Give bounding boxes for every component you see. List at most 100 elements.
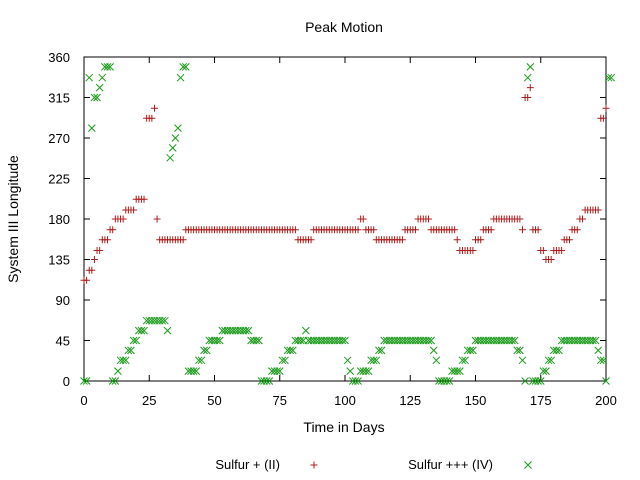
cross-point [341,336,349,345]
y-tick-label: 270 [48,131,70,146]
cross-point [114,367,122,375]
cross-point [338,336,347,345]
x-axis-label: Time in Days [303,419,384,435]
x-tick-label: 100 [334,393,356,408]
cross-point [364,367,373,375]
plus-point [594,206,602,214]
cross-point [429,346,438,355]
cross-point [124,346,133,355]
cross-point [255,336,263,345]
plus-point [109,226,117,234]
plus-point [307,236,315,244]
plus-point [453,236,461,244]
cross-point [604,73,613,82]
cross-point [262,377,271,385]
cross-point [108,377,117,385]
cross-point [168,144,177,152]
x-tick-label: 75 [273,393,287,408]
cross-point [523,73,532,82]
plus-point [150,104,158,112]
cross-point [103,63,112,71]
axis-ticks: 0 25 50 75 100 125 150 175 200 0 45 90 135 180 225 270 3… [48,50,617,408]
cross-point [591,336,600,345]
plus-point [130,206,138,214]
cross-point [288,346,297,355]
y-tick-label: 135 [48,253,70,268]
plus-point [579,215,587,223]
cross-point [547,356,556,365]
cross-point [121,356,130,365]
cross-point [469,346,477,355]
plus-point [526,84,534,92]
cross-point [194,356,203,365]
legend-marker-cross [524,461,532,469]
cross-point [301,326,310,335]
cross-point [281,356,289,365]
cross-point [466,346,475,355]
plus-point [153,215,161,223]
cross-point [140,326,148,335]
cross-point [432,356,441,365]
cross-point [119,356,128,365]
cross-point [594,346,603,355]
cross-point [200,346,208,355]
cross-point [241,326,250,335]
cross-point [513,346,522,355]
plus-point [148,114,156,122]
x-tick-label: 175 [530,393,552,408]
cross-point [189,367,198,375]
cross-point [85,73,94,82]
cross-point [453,367,462,375]
cross-point [127,346,135,355]
cross-point [132,336,141,345]
cross-point [542,367,550,375]
cross-point [80,377,88,385]
cross-point [552,346,561,355]
y-axis-label: System III Longitude [5,155,21,283]
data-marks [80,63,616,385]
cross-point [296,336,305,345]
cross-point [602,377,610,385]
cross-point [82,377,91,385]
plus-point [291,226,299,234]
cross-point [516,346,524,355]
cross-point [521,377,529,385]
y-tick-label: 90 [56,293,70,308]
legend-plus-symbol [310,461,318,469]
plus-point [558,247,566,254]
cross-point [181,63,190,71]
cross-point [518,356,527,365]
cross-point [369,356,378,365]
plus-point [90,256,98,263]
plus-point [370,226,378,234]
cross-point [362,367,370,375]
cross-point [275,367,284,375]
plus-point [83,276,91,284]
cross-point [286,346,295,355]
cross-point [215,336,224,345]
cross-point [87,124,96,132]
cross-point [427,336,435,345]
cross-point [192,367,201,375]
plus-point [487,226,495,234]
legend-label-series-2: Sulfur +++ (IV) [408,457,493,472]
cross-point [424,336,433,345]
cross-point [455,367,464,375]
plus-point [359,215,367,223]
cross-point [607,73,616,82]
x-tick-label: 125 [399,393,421,408]
y-tick-label: 360 [48,50,70,65]
cross-point [536,377,545,385]
cross-point [510,336,519,345]
series-2 [80,63,616,385]
plus-point [469,247,477,254]
series-1 [80,84,610,284]
chart-title: Peak Motion [305,19,383,35]
cross-point [346,367,355,375]
plus-point [539,247,547,254]
cross-point [343,356,352,365]
plus-point [516,215,524,223]
cross-point [179,63,188,71]
cross-point [163,326,172,335]
